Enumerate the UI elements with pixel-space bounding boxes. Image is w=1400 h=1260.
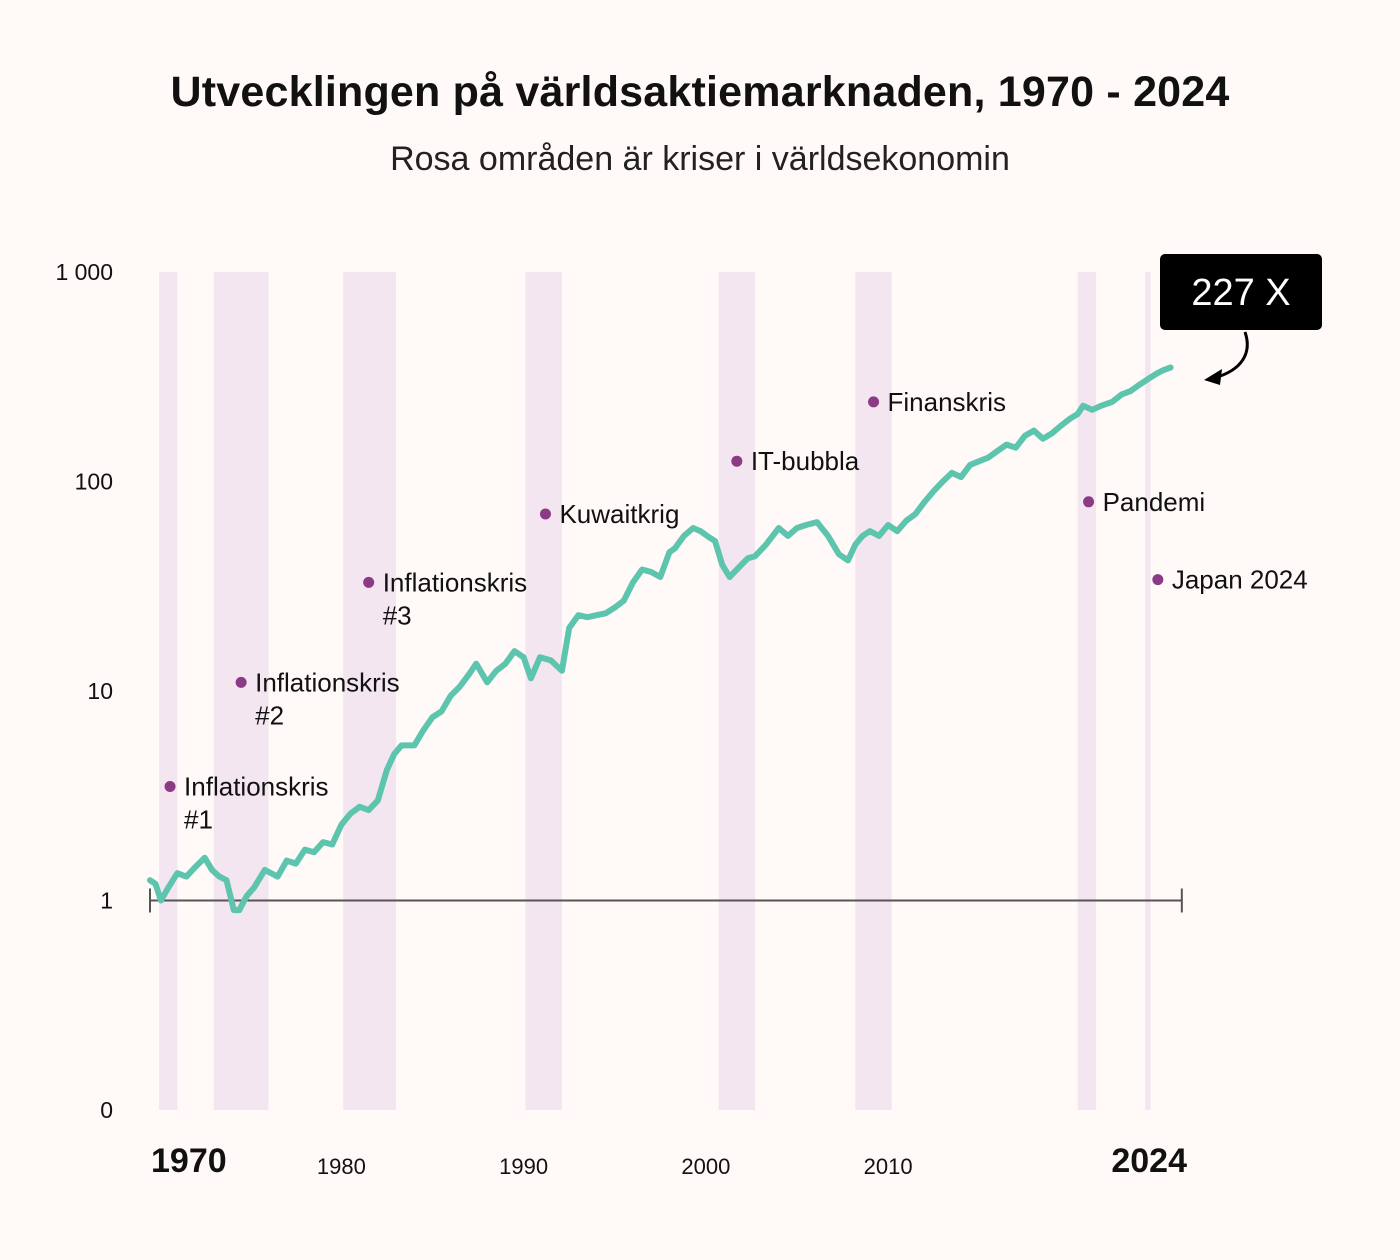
x-tick-label: 2010 (864, 1154, 913, 1179)
crisis-marker (164, 781, 176, 793)
y-tick-label: 100 (75, 469, 113, 495)
crisis-band (1077, 272, 1096, 1110)
crisis-band (159, 272, 178, 1110)
x-tick-label: 2024 (1111, 1142, 1187, 1180)
crisis-label: Inflationskris (184, 772, 329, 802)
crisis-marker (868, 396, 880, 408)
x-tick-label: 1980 (317, 1154, 366, 1179)
crisis-band (525, 272, 562, 1110)
crisis-label: Japan 2024 (1172, 565, 1308, 595)
multiplier-callout: 227 X (1160, 254, 1322, 330)
y-tick-label: 0 (100, 1097, 113, 1123)
crisis-label: Inflationskris (383, 567, 528, 597)
index-line (147, 364, 1174, 914)
crisis-marker (539, 508, 551, 520)
crisis-label: Finanskris (888, 387, 1006, 417)
callout-arrowhead-icon (1204, 369, 1222, 385)
crisis-label-number: #1 (184, 805, 213, 835)
crisis-label: Inflationskris (255, 667, 400, 697)
crisis-band (855, 272, 892, 1110)
crisis-band (1145, 272, 1151, 1110)
crisis-band (213, 272, 269, 1110)
crisis-label: IT-bubbla (751, 446, 860, 476)
crisis-band (343, 272, 397, 1110)
crisis-annotations: Inflationskris#1Inflationskris#2Inflatio… (164, 387, 1308, 835)
crisis-marker (235, 676, 247, 688)
chart-subtitle: Rosa områden är kriser i världsekonomin (390, 140, 1010, 178)
crisis-band (718, 272, 756, 1110)
crisis-label-number: #2 (255, 700, 284, 730)
crisis-marker (363, 576, 375, 588)
crisis-marker (1083, 496, 1095, 508)
x-tick-label: 1990 (499, 1154, 548, 1179)
chart-title: Utvecklingen på världsaktiemarknaden, 19… (170, 68, 1230, 116)
crisis-bands (159, 272, 1151, 1110)
x-axis: 1970 1980 1990 2000 2010 2024 (151, 1142, 1187, 1180)
crisis-label-number: #3 (383, 600, 412, 630)
x-tick-label: 2000 (681, 1154, 730, 1179)
series-lines (147, 364, 1174, 914)
callout-arrow (1213, 331, 1249, 380)
crisis-marker (731, 455, 743, 467)
crisis-marker (1152, 574, 1164, 586)
y-tick-label: 1 (100, 888, 113, 914)
baseline-axis (149, 888, 1183, 913)
x-tick-label: 1970 (151, 1142, 227, 1180)
crisis-label: Kuwaitkrig (559, 499, 679, 529)
crisis-label: Pandemi (1103, 487, 1206, 517)
y-tick-label: 10 (87, 678, 113, 704)
y-tick-label: 1 000 (55, 259, 113, 285)
